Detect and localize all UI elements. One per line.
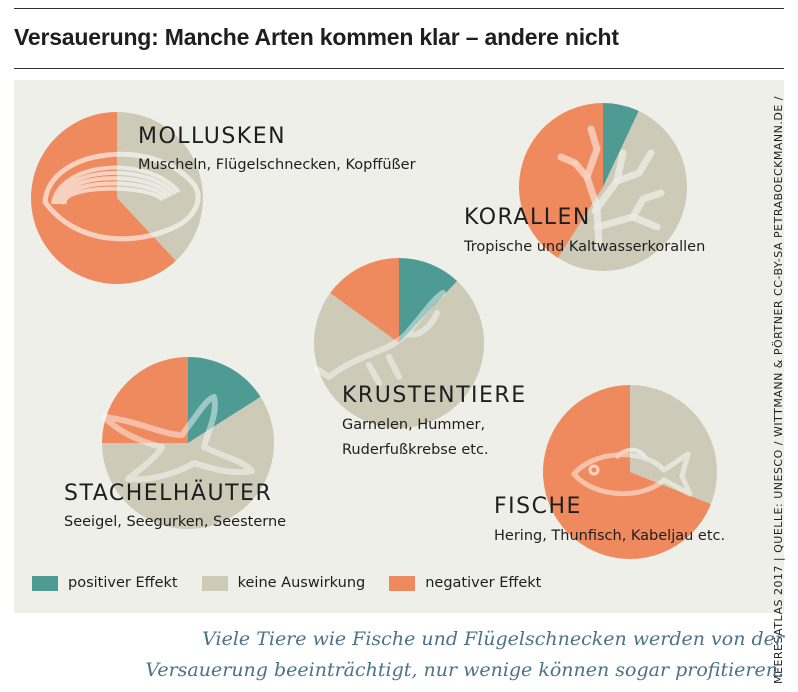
pie-stachelhaeuter [101, 357, 274, 529]
pie-slice-stachelhaeuter-neutral [102, 396, 274, 529]
pie-slice-korallen-neutral [557, 110, 687, 271]
fish-icon [571, 447, 693, 497]
shrimp-icon [314, 290, 446, 386]
pie-title-stachelhaeuter: STACHELHÄUTER [64, 481, 273, 506]
pie-mollusken [31, 112, 204, 284]
pie-subtitle-fische: Hering, Thunfisch, Kabeljau etc. [494, 528, 726, 544]
pie-slice-mollusken-negative [31, 112, 176, 284]
pie-subtitle-krustentiere-2: Ruderfußkrebse etc. [342, 442, 489, 458]
pie-slice-krustentiere-neutral [314, 281, 484, 428]
caption-line-2: Versauerung beeinträchtigt, nur wenige k… [145, 659, 784, 681]
pie-krustentiere [314, 258, 484, 428]
caption-line-1: Viele Tiere wie Fische und Flügelschneck… [202, 628, 784, 650]
title-rule [14, 68, 784, 69]
legend-label-positive: positiver Effekt [68, 575, 178, 591]
starfish-icon [101, 394, 255, 483]
top-rule [14, 8, 784, 9]
pie-title-krustentiere: KRUSTENTIERE [342, 383, 527, 408]
pie-slice-korallen-positive [603, 103, 639, 187]
pie-korallen [518, 103, 687, 271]
pie-slice-krustentiere-negative [330, 258, 399, 343]
legend-swatch-negative [389, 575, 416, 591]
page-title: Versauerung: Manche Arten kommen klar – … [14, 24, 619, 50]
source-credit: MEERESATLAS 2017 | QUELLE: UNESCO / WITT… [772, 96, 785, 684]
pie-subtitle-stachelhaeuter: Seeigel, Seegurken, Seesterne [64, 514, 287, 530]
legend-item-negative: negativer Effekt [389, 575, 541, 591]
legend: positiver Effekt keine Auswirkung negati… [32, 575, 565, 591]
pie-fische [543, 385, 718, 559]
shell-icon [42, 151, 201, 242]
legend-item-positive: positiver Effekt [32, 575, 178, 591]
pie-title-mollusken: MOLLUSKEN [138, 124, 287, 149]
pie-slice-fische-negative [543, 385, 711, 559]
pie-slice-krustentiere-positive [399, 258, 458, 343]
caption: Viele Tiere wie Fische und Flügelschneck… [14, 624, 784, 686]
legend-label-neutral: keine Auswirkung [237, 575, 366, 591]
pie-title-fische: FISCHE [494, 494, 582, 519]
pie-subtitle-krustentiere-1: Garnelen, Hummer, [342, 417, 486, 433]
legend-label-negative: negativer Effekt [425, 575, 542, 591]
pie-slice-korallen-negative [518, 103, 603, 258]
pie-slice-fische-neutral [630, 385, 718, 505]
pie-title-korallen: KORALLEN [464, 205, 591, 230]
pie-subtitle-mollusken: Muscheln, Flügelschnecken, Kopffüßer [138, 157, 416, 173]
legend-swatch-neutral [201, 575, 228, 591]
coral-icon [557, 125, 665, 251]
legend-swatch-positive [32, 575, 58, 591]
legend-item-neutral: keine Auswirkung [201, 575, 366, 591]
pie-slice-stachelhaeuter-negative [102, 357, 188, 443]
pie-slice-stachelhaeuter-positive [188, 357, 261, 443]
pie-subtitle-korallen: Tropische und Kaltwasserkorallen [464, 239, 706, 255]
